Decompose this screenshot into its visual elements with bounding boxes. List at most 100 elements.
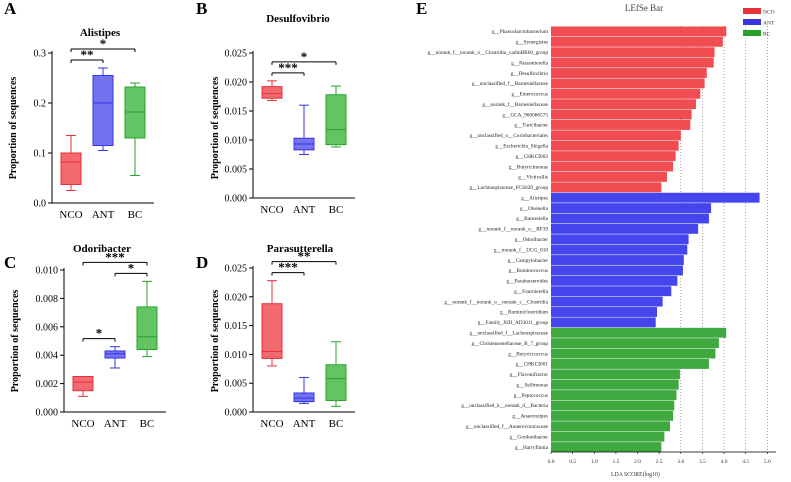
legend-label: BC [763, 32, 771, 38]
iqr-box [104, 350, 126, 359]
panel-letter: E [416, 0, 427, 18]
y-tick-label: 0.025 [225, 49, 248, 60]
lda-bar [551, 358, 709, 369]
y-tick-label: 0.000 [225, 194, 248, 205]
bar-label: g__Butyricicoccus [508, 351, 548, 357]
lda-bar [551, 213, 709, 224]
lda-bar [551, 130, 681, 141]
lda-bar [551, 203, 712, 214]
y-tick-label: 0.1 [34, 149, 47, 160]
significance-label: * [301, 49, 308, 64]
y-tick-label: 0.010 [225, 136, 248, 147]
bar-label: g__Synergistes [516, 40, 548, 46]
bar-label: g__Peptococcus [514, 393, 548, 399]
bar-label: g__CHKCI001 [516, 362, 549, 368]
x-tick-label: 1.0 [591, 459, 598, 465]
lda-bar [551, 275, 678, 286]
box-bc [124, 82, 146, 176]
panel-title: Alistipes [80, 27, 121, 39]
bar-label: g__Phascolarctobacterium [492, 29, 549, 35]
lda-bar [551, 57, 714, 68]
bar-label: g__Sellimonas [517, 382, 549, 388]
y-tick-label: 0.015 [225, 107, 248, 118]
lefse-panel: E LEfSe Bar g__Phascolarctobacterium g__Syn… [416, 0, 776, 478]
bar-label: g__CHKCI002 [516, 154, 549, 160]
lda-bar [551, 317, 656, 328]
bar-label: g__Odoribacter [515, 237, 548, 243]
significance-bracket: *** [82, 249, 148, 266]
lda-bar [551, 182, 662, 193]
lda-bar [551, 234, 689, 245]
x-tick-label: 4.5 [742, 459, 749, 465]
bar-label: g__Family_XIII_AD3011_group [478, 320, 549, 326]
significance-bracket: *** [271, 260, 305, 276]
legend-swatch [743, 30, 761, 36]
iqr-box [136, 306, 158, 351]
x-tick-label: ANT [293, 204, 316, 216]
boxplot-c: C Odoribacter Proportion of sequences 0.000… [4, 243, 166, 430]
significance-label: * [100, 36, 107, 51]
bar-label: g__Ruminiclostridium [500, 310, 549, 316]
x-tick-label: 2.5 [656, 459, 663, 465]
y-tick-label: 0.000 [36, 408, 59, 419]
bar-label: g__Olsenella [520, 206, 549, 212]
bar-label: g__Escherichia_Shigella [495, 143, 548, 149]
y-tick-label: 0.002 [36, 379, 59, 390]
x-tick-label: BC [329, 204, 344, 216]
lda-bar [551, 369, 680, 380]
y-axis-label: Proportion of sequences [10, 290, 21, 393]
x-tick-label: ANT [293, 418, 316, 430]
lda-bar [551, 431, 665, 442]
bar-label: g__unclassified_f__Lachnospiraceae [469, 330, 548, 337]
lda-bar [551, 109, 692, 120]
x-tick-label: 4.0 [721, 459, 728, 465]
bar-label: g__Victivallis [518, 175, 548, 181]
bar-label: g__Harryflintia [515, 444, 549, 451]
box-nco [261, 80, 283, 102]
bar-label: g__unclassified_k__norank_d__Bacteria [461, 402, 548, 409]
iqr-box [293, 392, 315, 403]
bar-label: g__GCA_900066575 [502, 112, 548, 118]
lda-bar [551, 400, 675, 411]
y-tick-label: 0.004 [36, 351, 59, 362]
y-tick-label: 0.010 [36, 266, 59, 277]
significance-bracket: *** [271, 60, 305, 76]
iqr-box [261, 86, 283, 99]
x-tick-label: 3.0 [677, 459, 684, 465]
lda-bar [551, 338, 719, 349]
bar-label: g__norank_f__norank_o__RF39 [479, 226, 549, 233]
y-tick-label: 0.005 [225, 379, 248, 390]
lda-bar [551, 421, 670, 432]
significance-label: *** [105, 249, 125, 264]
box-nco [60, 135, 82, 191]
panel-letter: D [196, 253, 208, 272]
bar-label: g__Turicibacter [514, 123, 548, 129]
y-tick-label: 0.008 [36, 294, 59, 305]
bar-label: g__Gordonibacter [509, 434, 548, 440]
lda-bar [551, 244, 688, 255]
boxplot-b: B Desulfovibrio Proportion of sequences 0.0… [196, 0, 355, 216]
significance-bracket: ** [70, 47, 104, 63]
panel-title: Desulfovibrio [266, 13, 330, 25]
lda-bar [551, 442, 662, 452]
x-axis-label: LDA SCORE(log10) [611, 471, 660, 478]
iqr-box [92, 75, 114, 146]
bar-label: g__Ruminococcus [509, 268, 548, 274]
bar-label: g__Christensenellaceae_R_7_group [472, 341, 549, 347]
significance-label: ** [81, 47, 94, 62]
iqr-box [261, 303, 283, 359]
bar-label: g__Campylobacter [508, 258, 549, 264]
x-tick-label: 1.5 [612, 459, 619, 465]
bar-label: g__norank_f__UCG_010 [494, 246, 548, 253]
y-tick-label: 0.0 [34, 199, 47, 210]
x-tick-label: NCO [260, 204, 283, 216]
lda-bar [551, 161, 674, 172]
x-tick-label: 5.0 [764, 459, 771, 465]
bar-label: g__Anaerostipes [512, 414, 548, 420]
box-bc [136, 280, 158, 358]
significance-label: * [96, 326, 103, 341]
y-tick-label: 0.010 [225, 350, 248, 361]
panel-letter: B [196, 0, 207, 18]
iqr-box [72, 376, 94, 392]
